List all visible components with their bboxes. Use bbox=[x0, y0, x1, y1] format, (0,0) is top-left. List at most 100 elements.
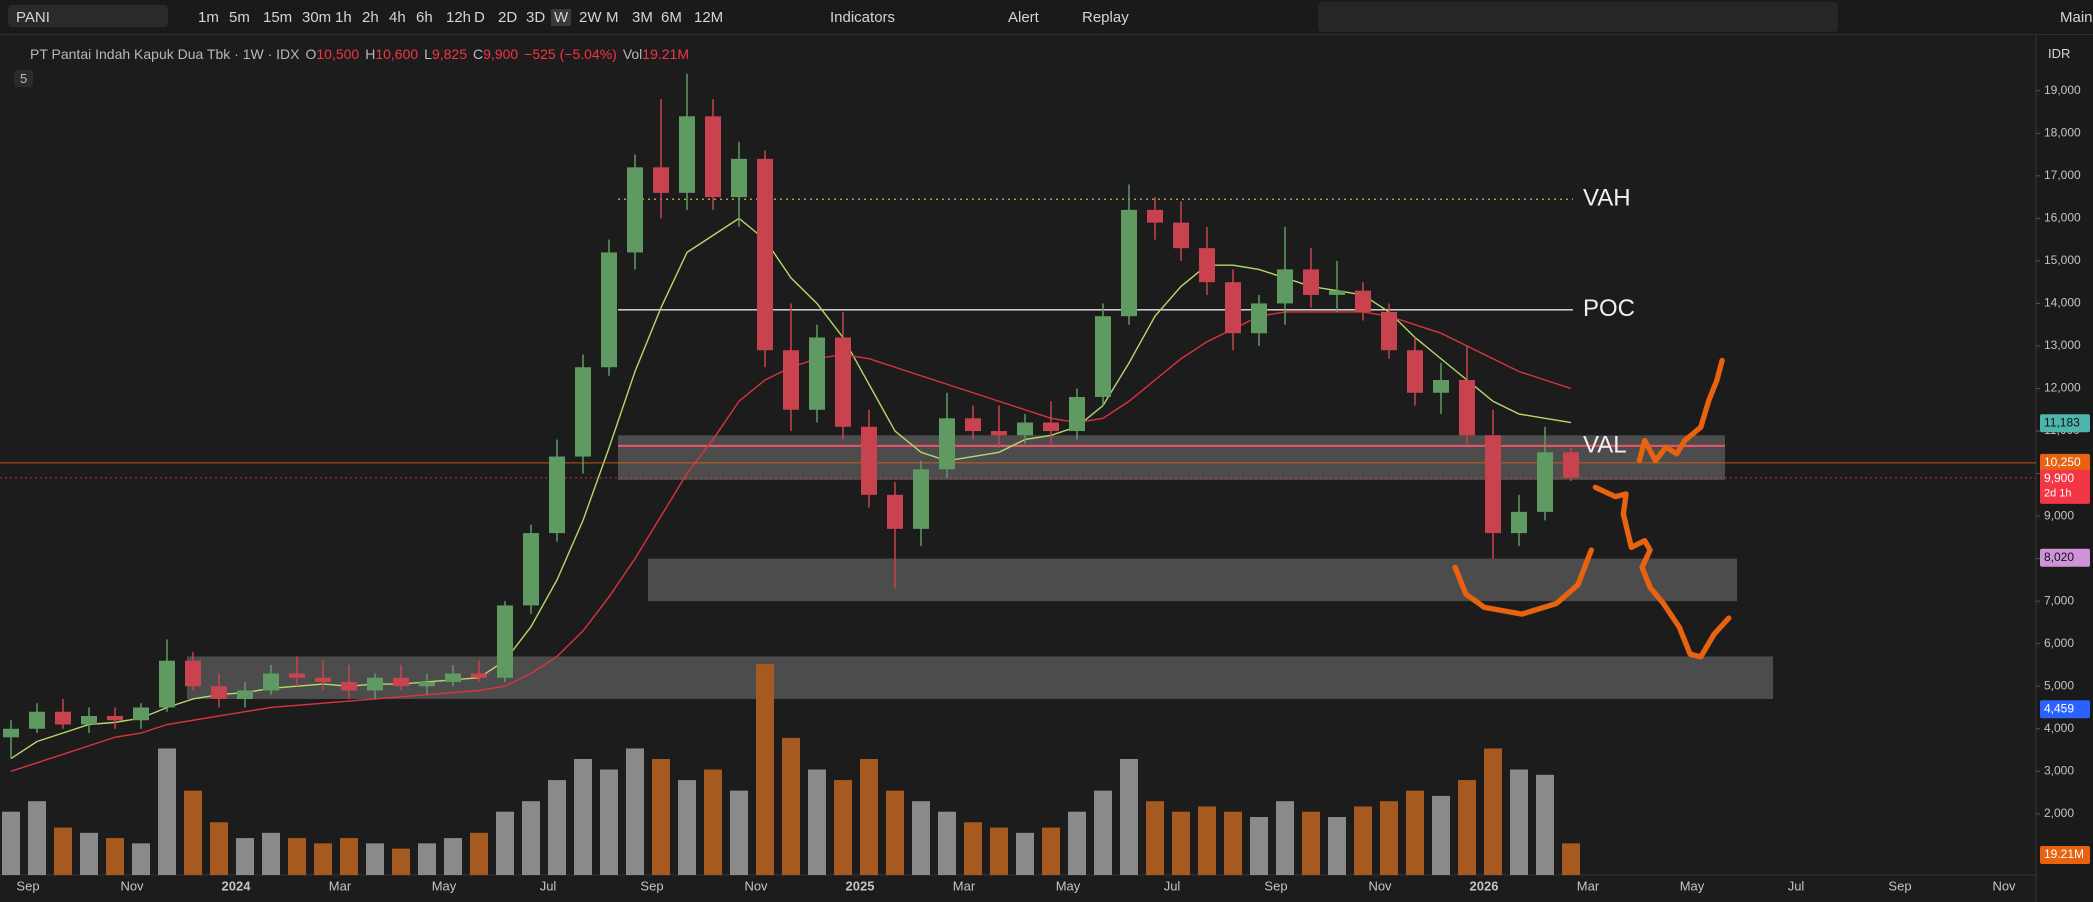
candle-body bbox=[419, 681, 435, 687]
volume-bar bbox=[1094, 790, 1112, 875]
price-label: 8,020 bbox=[2044, 550, 2074, 564]
volume-bar bbox=[990, 827, 1008, 875]
volume-bar bbox=[236, 838, 254, 875]
interval-button[interactable]: M bbox=[606, 9, 619, 26]
volume-bar bbox=[548, 780, 566, 875]
ohlc-item: C9,900 bbox=[473, 46, 518, 62]
interval-button[interactable]: 6h bbox=[416, 9, 433, 26]
alert-button[interactable]: Alert bbox=[1008, 9, 1039, 26]
x-tick-label: Jul bbox=[1164, 878, 1181, 893]
interval-button[interactable]: 3D bbox=[526, 9, 546, 26]
freehand-drawing bbox=[1452, 357, 1732, 660]
y-tick-label: 16,000 bbox=[2044, 211, 2081, 225]
y-tick-label: 2,000 bbox=[2044, 806, 2074, 820]
interval-button[interactable]: 3M bbox=[632, 9, 653, 26]
candle-body bbox=[3, 728, 19, 738]
volume-bar bbox=[496, 811, 514, 875]
layout-button[interactable]: Main bbox=[2060, 9, 2093, 26]
zone bbox=[187, 656, 1773, 699]
ohlc-key: O bbox=[305, 46, 317, 62]
drawing-tools[interactable] bbox=[1318, 2, 1838, 32]
y-tick-label: 9,000 bbox=[2044, 508, 2074, 522]
candle-body bbox=[1173, 222, 1189, 249]
zone bbox=[618, 435, 1725, 480]
candle-body bbox=[1017, 422, 1033, 436]
ohlc-key: L bbox=[424, 46, 432, 62]
volume-bar bbox=[1224, 811, 1242, 875]
candle-body bbox=[211, 686, 227, 699]
volume-bar bbox=[1120, 759, 1138, 875]
level-label: VAH bbox=[1583, 185, 1631, 212]
interval-button[interactable]: 2h bbox=[362, 9, 379, 26]
interval-button[interactable]: 12h bbox=[446, 9, 472, 26]
volume-bar bbox=[340, 838, 358, 875]
symbol-box[interactable] bbox=[8, 5, 168, 27]
volume-bar bbox=[652, 759, 670, 875]
replay-button[interactable]: Replay bbox=[1082, 9, 1129, 26]
candle-body bbox=[549, 456, 565, 534]
candle-body bbox=[1199, 248, 1215, 283]
symbol-title: PT Pantai Indah Kapuk Dua Tbk · 1W · IDX bbox=[30, 46, 300, 62]
volume-bar bbox=[132, 843, 150, 875]
volume-bar bbox=[2, 811, 20, 875]
interval-button[interactable]: 1m bbox=[198, 9, 219, 26]
x-tick-label: Mar bbox=[1577, 878, 1600, 893]
x-tick-label: Nov bbox=[1992, 878, 2016, 893]
y-tick-label: 18,000 bbox=[2044, 125, 2081, 139]
interval-button[interactable]: D bbox=[474, 9, 485, 26]
level-label: VAL bbox=[1583, 431, 1627, 458]
interval-button[interactable]: 2W bbox=[579, 9, 602, 26]
candle-body bbox=[1355, 290, 1371, 312]
ohlc-item: O10,500 bbox=[306, 46, 360, 62]
collapsed-count[interactable]: 5 bbox=[14, 70, 34, 87]
interval-button[interactable]: 12M bbox=[694, 9, 724, 26]
plot-bg bbox=[0, 35, 2036, 875]
candle-body bbox=[1511, 511, 1527, 534]
candle-body bbox=[471, 673, 487, 678]
interval-button[interactable]: 2D bbox=[498, 9, 518, 26]
interval-button[interactable]: 15m bbox=[263, 9, 293, 26]
x-tick-label: May bbox=[1680, 878, 1705, 893]
volume-bar bbox=[106, 838, 124, 875]
candle-body bbox=[575, 367, 591, 457]
price-label: 11,183 bbox=[2044, 415, 2080, 429]
y-tick-label: 7,000 bbox=[2044, 593, 2074, 607]
interval-button[interactable]: 4h bbox=[389, 9, 406, 26]
interval-button[interactable]: 5m bbox=[229, 9, 250, 26]
y-tick-label: 13,000 bbox=[2044, 338, 2081, 352]
candle-body bbox=[1537, 452, 1553, 512]
level-label: POC bbox=[1583, 295, 1635, 322]
indicators-button[interactable]: Indicators bbox=[830, 9, 896, 26]
interval-button[interactable]: W bbox=[551, 9, 572, 26]
ohlc-key: H bbox=[365, 46, 376, 62]
volume-label: 19.21M bbox=[2044, 847, 2084, 861]
volume-bar bbox=[704, 769, 722, 875]
symbol[interactable]: PANI bbox=[16, 9, 50, 26]
x-tick-label: 2026 bbox=[1470, 878, 1499, 893]
y-tick-label: 4,000 bbox=[2044, 721, 2074, 735]
volume-bar bbox=[1198, 806, 1216, 875]
interval-button[interactable]: 6M bbox=[661, 9, 682, 26]
candle-body bbox=[1329, 290, 1345, 295]
candle-body bbox=[81, 715, 97, 725]
volume-bar bbox=[1016, 832, 1034, 875]
x-tick-label: Sep bbox=[16, 878, 39, 893]
volume-bar bbox=[1146, 801, 1164, 875]
price-label: 4,459 bbox=[2044, 701, 2074, 715]
currency[interactable]: IDR bbox=[2048, 46, 2071, 61]
volume-label-bg bbox=[2040, 846, 2090, 864]
countdown: 2d 1h bbox=[2044, 488, 2072, 500]
y-tick-label: 17,000 bbox=[2044, 168, 2081, 182]
candle-body bbox=[367, 677, 383, 691]
interval-button[interactable]: 1h bbox=[335, 9, 352, 26]
volume-bar bbox=[418, 843, 436, 875]
candle-body bbox=[263, 673, 279, 691]
volume-bar bbox=[1302, 811, 1320, 875]
zone bbox=[648, 558, 1737, 602]
ohlc-item: H10,600 bbox=[365, 46, 418, 62]
interval-button[interactable]: 30m bbox=[302, 9, 332, 26]
candle-body bbox=[107, 715, 123, 721]
candle-body bbox=[1147, 209, 1163, 223]
volume-bar bbox=[678, 780, 696, 875]
